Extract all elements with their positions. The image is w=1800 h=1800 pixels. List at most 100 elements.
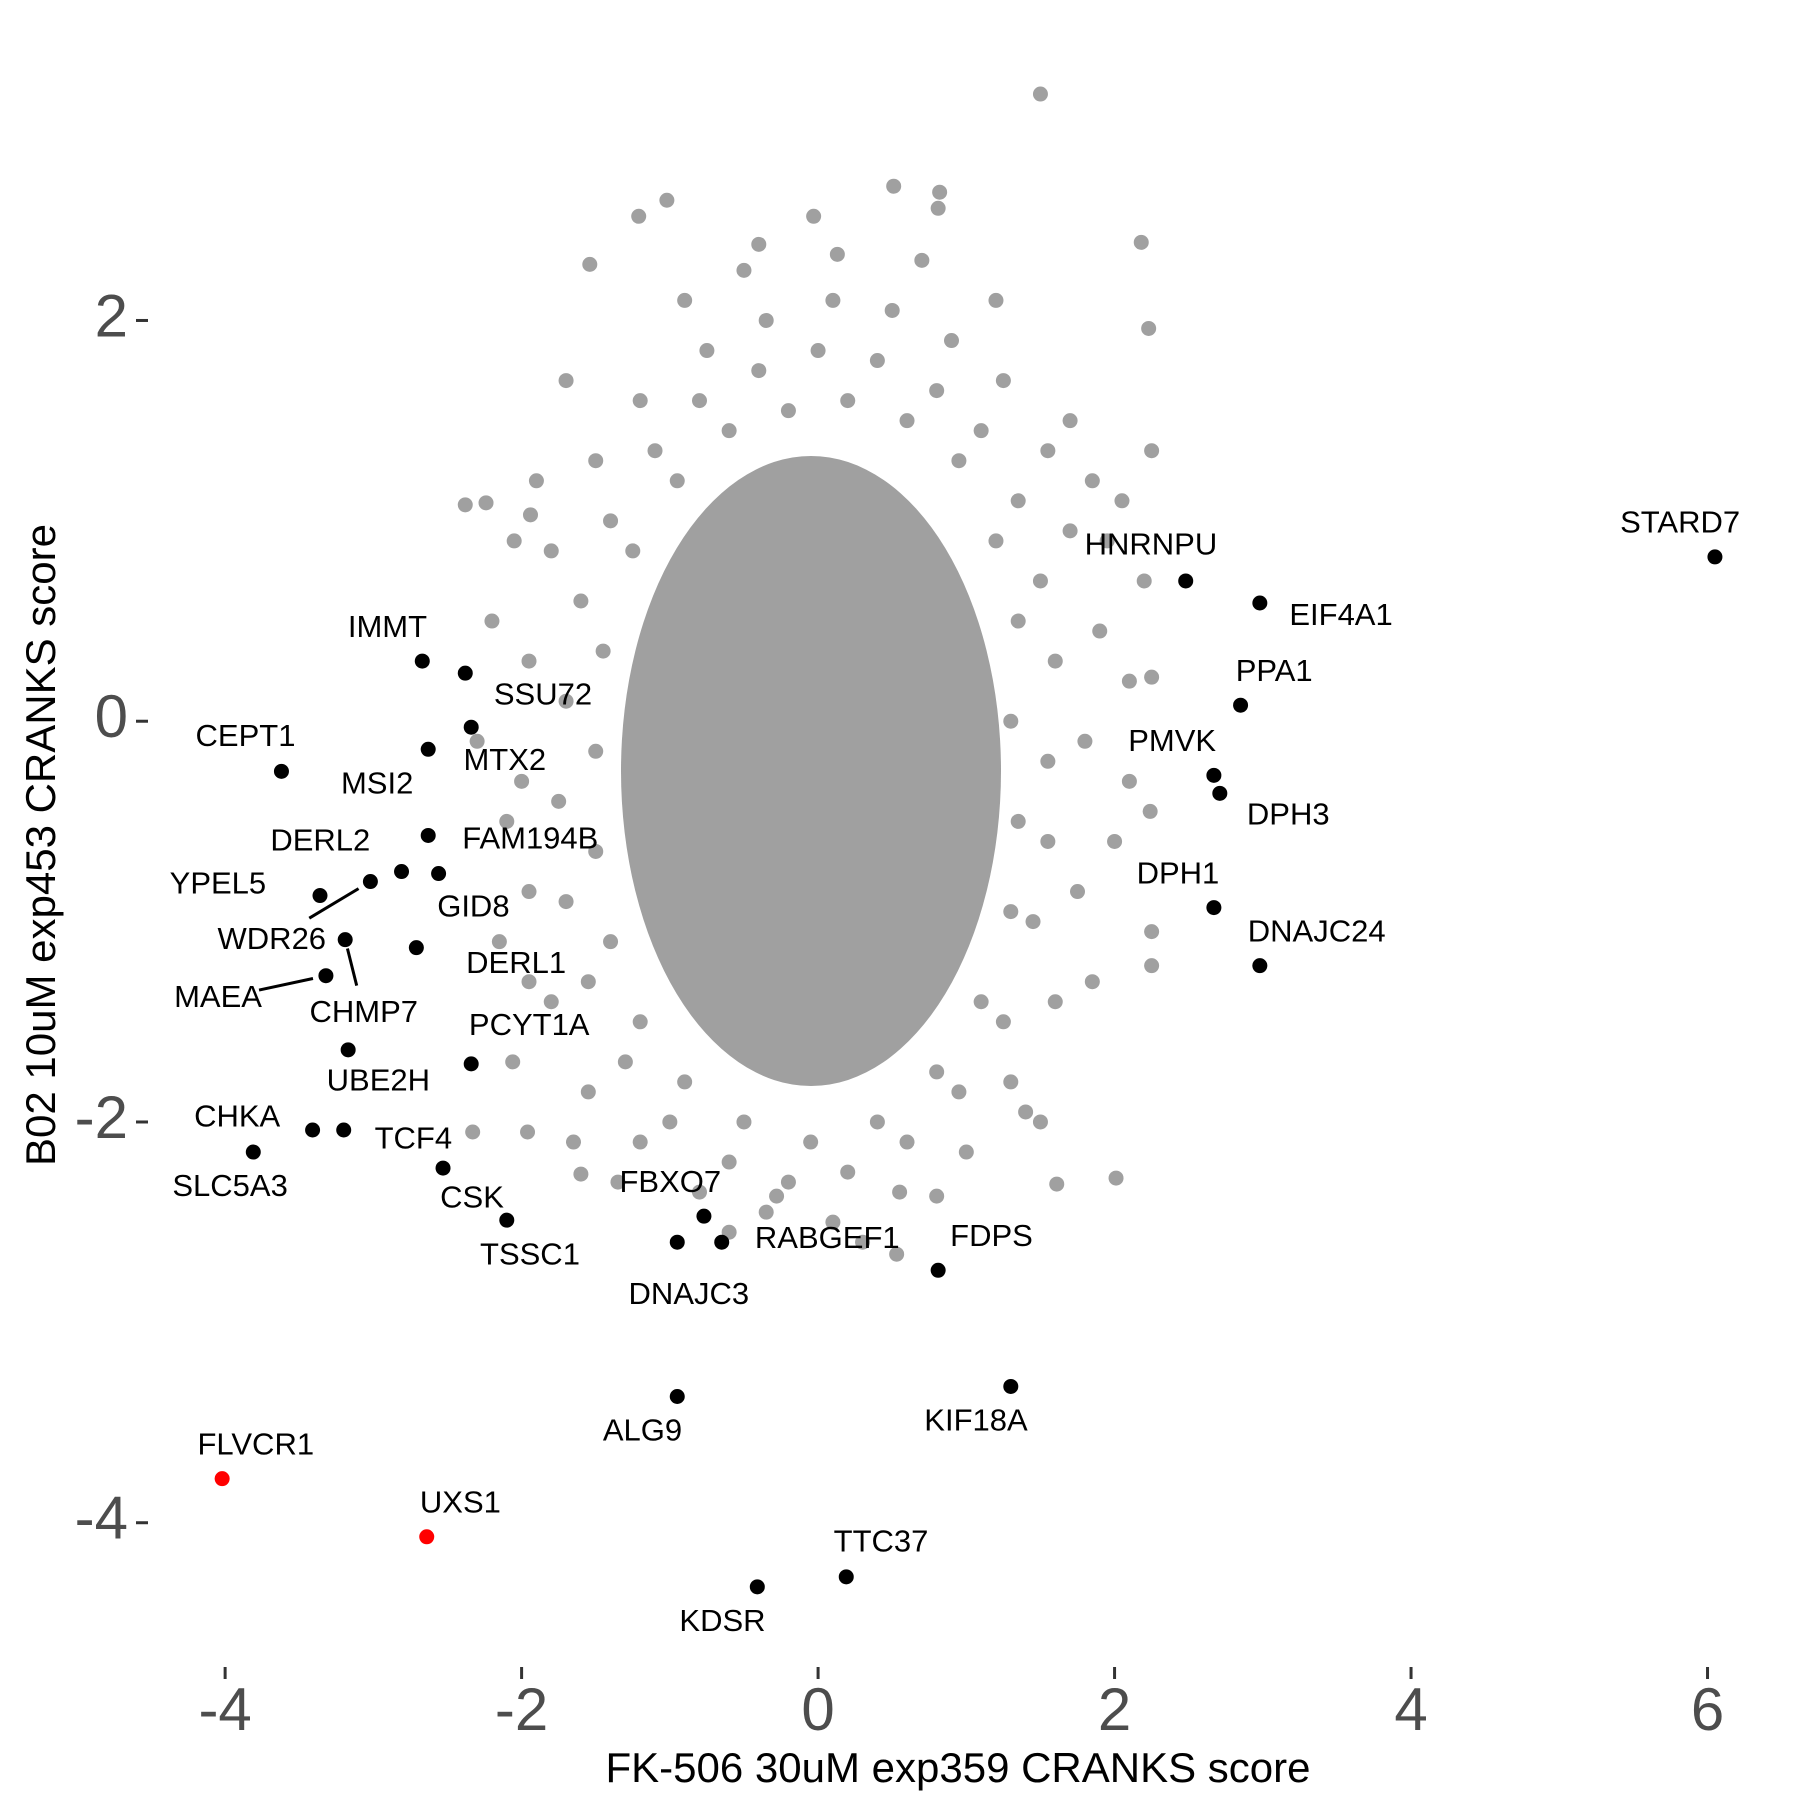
point [869, 1114, 885, 1130]
point-label: UXS1 [420, 1484, 501, 1519]
point-label: TSSC1 [480, 1236, 580, 1271]
point [245, 1144, 261, 1160]
point [1212, 785, 1228, 801]
point [780, 403, 796, 419]
point [892, 1184, 908, 1200]
point [632, 393, 648, 409]
point [1114, 493, 1130, 509]
point [810, 343, 826, 359]
point [520, 1124, 536, 1140]
point-label: WDR26 [218, 921, 327, 956]
point [825, 292, 841, 308]
point [1144, 669, 1160, 685]
point [1062, 523, 1078, 539]
point [463, 719, 479, 735]
point [1252, 595, 1268, 611]
point-label: RABGEF1 [755, 1220, 900, 1255]
point [521, 884, 537, 900]
point [1018, 1104, 1034, 1120]
x-tick-label: -4 [198, 1676, 251, 1743]
point [214, 1471, 230, 1487]
point [749, 1579, 765, 1595]
point [610, 1174, 626, 1190]
point [696, 1208, 712, 1224]
x-tick-label: 0 [801, 1676, 834, 1743]
point [751, 236, 767, 252]
point [336, 1122, 352, 1138]
point [932, 184, 948, 200]
point-label: DERL1 [466, 945, 566, 980]
point [551, 793, 567, 809]
point [394, 864, 410, 880]
point-label: SSU72 [494, 677, 592, 712]
point-label: DPH3 [1247, 797, 1330, 832]
point [995, 373, 1011, 389]
point [714, 1234, 730, 1250]
point [699, 343, 715, 359]
point [1084, 473, 1100, 489]
point [736, 262, 752, 278]
point [721, 1154, 737, 1170]
point-label: MAEA [174, 979, 262, 1014]
point [825, 1214, 841, 1230]
point [543, 543, 559, 559]
point [595, 643, 611, 659]
point [884, 302, 900, 318]
point [806, 208, 822, 224]
point [514, 773, 530, 789]
point [588, 843, 604, 859]
point [573, 1166, 589, 1182]
point [838, 1569, 854, 1585]
point [930, 1262, 946, 1278]
point [951, 1084, 967, 1100]
point-label: TCF4 [375, 1121, 453, 1156]
point [521, 974, 537, 990]
point [1136, 573, 1152, 589]
point-label: HNRNPU [1085, 526, 1218, 561]
y-tick-label: 2 [95, 282, 128, 349]
point [312, 888, 328, 904]
point [951, 453, 967, 469]
point [465, 1124, 481, 1140]
point [632, 1014, 648, 1030]
point-cloud [621, 456, 1001, 1086]
point [647, 443, 663, 459]
point [558, 373, 574, 389]
point [1121, 773, 1137, 789]
point [780, 1174, 796, 1190]
point [1077, 733, 1093, 749]
point [1040, 443, 1056, 459]
point [662, 1114, 678, 1130]
point [505, 1054, 521, 1070]
point-label: CHKA [194, 1099, 280, 1134]
x-tick-label: 2 [1098, 1676, 1131, 1743]
point [478, 495, 494, 511]
point [617, 1054, 633, 1070]
point [1003, 904, 1019, 920]
point-label: CEPT1 [196, 718, 296, 753]
point [1252, 958, 1268, 974]
point [305, 1122, 321, 1138]
point [1010, 493, 1026, 509]
point [1144, 924, 1160, 940]
point-label: CHMP7 [309, 994, 418, 1029]
point [1025, 914, 1041, 930]
point [803, 1134, 819, 1150]
point [588, 453, 604, 469]
point [1010, 813, 1026, 829]
point [582, 256, 598, 272]
point [565, 1134, 581, 1150]
point [558, 894, 574, 910]
point [886, 178, 902, 194]
point-label: PCYT1A [469, 1007, 590, 1042]
point [1233, 697, 1249, 713]
point [1047, 653, 1063, 669]
point [988, 292, 1004, 308]
point [677, 1074, 693, 1090]
point-label: STARD7 [1620, 505, 1740, 540]
point [944, 333, 959, 349]
y-axis-title: B02 10uM exp453 CRANKS score [17, 524, 64, 1166]
point [899, 1134, 915, 1150]
point-label: MTX2 [463, 742, 546, 777]
